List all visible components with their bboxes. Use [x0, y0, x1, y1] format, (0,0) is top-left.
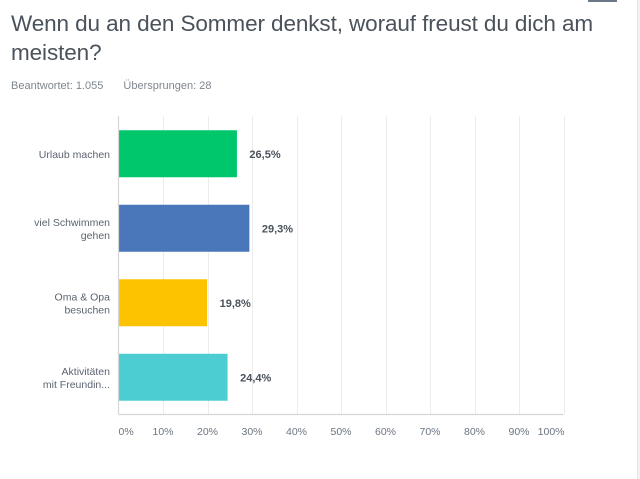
x-axis-ticks: 0% 10% 20% 30% 40% 50% 60% 70% 80% 90% 100% [119, 426, 565, 438]
category-label: Aktivitäten [62, 366, 111, 378]
bar [119, 279, 208, 327]
x-tick-label: 20% [197, 426, 218, 438]
bar [119, 204, 250, 252]
bars [119, 130, 250, 401]
answered-count: Beantwortet: 1.055 [11, 80, 104, 92]
x-tick-label: 80% [464, 426, 485, 438]
skipped-count: Übersprungen: 28 [123, 80, 212, 92]
x-tick-label: 100% [538, 426, 565, 438]
value-label: 19,8% [220, 298, 251, 310]
x-tick-label: 10% [152, 426, 173, 438]
bar [119, 130, 237, 178]
x-tick-label: 60% [375, 426, 396, 438]
question-title: Wenn du an den Sommer denkst, worauf fre… [11, 11, 593, 65]
x-tick-label: 70% [419, 426, 440, 438]
category-label: gehen [81, 230, 110, 242]
category-label: viel Schwimmen [34, 217, 110, 229]
response-stats: Beantwortet: 1.055 Übersprungen: 28 [11, 80, 228, 92]
axes [117, 116, 564, 416]
category-label: Oma & Opa [55, 291, 111, 303]
category-label: Urlaub machen [39, 149, 110, 161]
x-tick-label: 0% [119, 426, 134, 438]
bar [119, 353, 228, 401]
top-tab-indicator [588, 0, 617, 2]
value-labels: 26,5% 29,3% 19,8% 24,4% [220, 149, 294, 385]
x-tick-label: 90% [508, 426, 529, 438]
x-tick-label: 50% [330, 426, 351, 438]
category-label: besuchen [64, 304, 110, 316]
value-label: 29,3% [262, 223, 293, 235]
value-label: 24,4% [240, 372, 271, 384]
x-tick-label: 30% [241, 426, 262, 438]
category-label: mit Freundin... [43, 379, 110, 391]
scrollbar-track[interactable] [637, 0, 640, 479]
value-label: 26,5% [249, 149, 280, 161]
x-tick-label: 40% [286, 426, 307, 438]
